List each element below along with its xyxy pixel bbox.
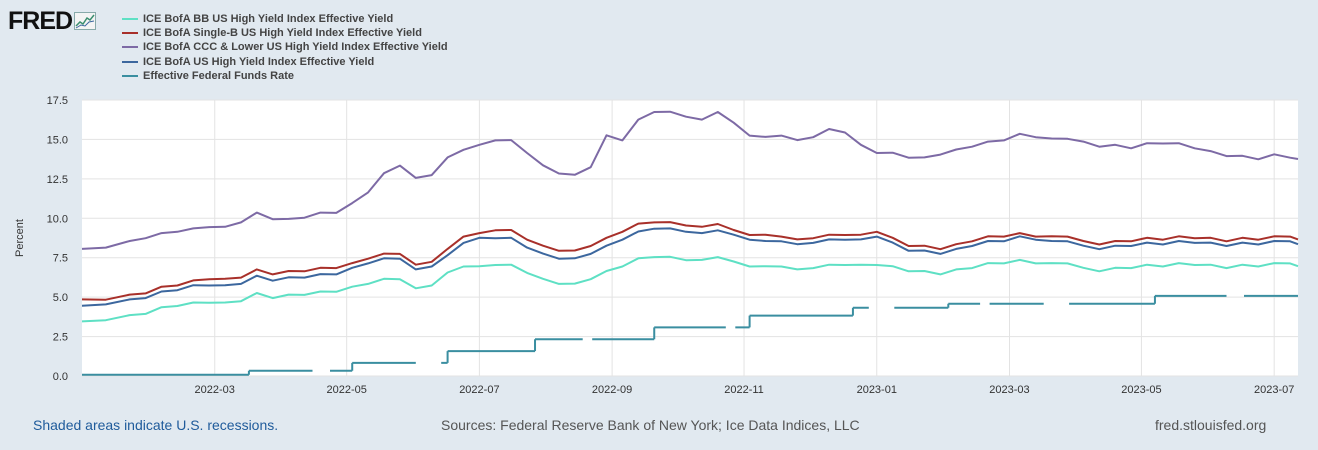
legend-item[interactable]: ICE BofA US High Yield Index Effective Y… [122,55,448,69]
series-line [82,294,1298,376]
site-url[interactable]: fred.stlouisfed.org [1155,417,1267,433]
chart-trend-icon [74,12,97,30]
series-line [81,110,1299,250]
x-tick-label: 2023-07 [1254,384,1294,396]
series-0 [81,255,1299,323]
y-tick-label: 10.0 [47,213,68,225]
legend-swatch [122,74,138,77]
chart-legend: ICE BofA BB US High Yield Index Effectiv… [122,12,448,83]
legend-label: ICE BofA Single-B US High Yield Index Ef… [143,27,422,40]
legend-swatch [122,46,138,49]
series-line [81,255,1299,323]
y-tick-label: 5.0 [53,292,68,304]
x-tick-label: 2022-11 [724,384,764,396]
logo-text: FRED [8,7,73,35]
y-tick-label: 12.5 [47,174,68,186]
x-tick-label: 2023-05 [1121,384,1161,396]
legend-swatch [122,32,138,35]
legend-swatch [122,18,138,21]
sources-text: Sources: Federal Reserve Bank of New Yor… [441,417,860,433]
series-4 [82,294,1298,376]
legend-label: Effective Federal Funds Rate [143,69,294,82]
legend-item[interactable]: ICE BofA BB US High Yield Index Effectiv… [122,12,448,26]
legend-label: ICE BofA BB US High Yield Index Effectiv… [143,13,394,26]
y-tick-label: 7.5 [53,253,68,265]
recessions-note[interactable]: Shaded areas indicate U.S. recessions. [33,417,279,433]
series-2 [81,110,1299,250]
fred-logo[interactable]: FRED [8,6,97,36]
x-tick-label: 2022-03 [195,384,235,396]
legend-item[interactable]: ICE BofA CCC & Lower US High Yield Index… [122,40,448,54]
legend-item[interactable]: ICE BofA Single-B US High Yield Index Ef… [122,26,448,40]
y-tick-label: 17.5 [47,95,68,107]
x-tick-label: 2022-05 [326,384,366,396]
series-line [81,221,1299,301]
x-tick-label: 2023-03 [989,384,1029,396]
y-tick-label: 0.0 [53,371,68,383]
series-line [81,227,1299,307]
x-tick-label: 2023-01 [857,384,897,396]
y-axis-label: Percent [14,219,26,257]
legend-swatch [122,60,138,63]
x-tick-label: 2022-09 [592,384,632,396]
legend-label: ICE BofA US High Yield Index Effective Y… [143,55,375,68]
chart-area: 0.0 2.5 5.0 7.5 10.0 12.5 15.0 17.5 2022-03 2022… [14,95,1299,396]
series-1 [81,221,1299,301]
y-tick-label: 15.0 [47,134,68,146]
y-tick-label: 2.5 [53,332,68,344]
series-3 [81,227,1299,307]
legend-label: ICE BofA CCC & Lower US High Yield Index… [143,41,448,54]
legend-item[interactable]: Effective Federal Funds Rate [122,69,448,83]
x-tick-label: 2022-07 [459,384,499,396]
plot-background [82,100,1298,376]
